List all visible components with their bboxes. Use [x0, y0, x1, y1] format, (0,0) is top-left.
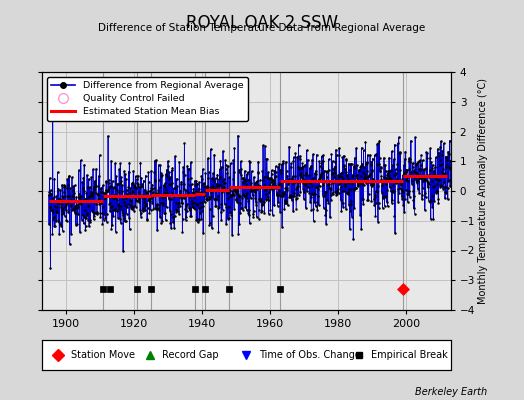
Text: Difference of Station Temperature Data from Regional Average: Difference of Station Temperature Data f… — [99, 23, 425, 33]
Legend: Difference from Regional Average, Quality Control Failed, Estimated Station Mean: Difference from Regional Average, Qualit… — [47, 77, 248, 121]
Text: ROYAL OAK 2 SSW: ROYAL OAK 2 SSW — [186, 14, 338, 32]
Text: Berkeley Earth: Berkeley Earth — [415, 387, 487, 397]
Y-axis label: Monthly Temperature Anomaly Difference (°C): Monthly Temperature Anomaly Difference (… — [478, 78, 488, 304]
Text: Record Gap: Record Gap — [162, 350, 219, 360]
Text: Empirical Break: Empirical Break — [371, 350, 447, 360]
Text: Time of Obs. Change: Time of Obs. Change — [258, 350, 361, 360]
Text: Station Move: Station Move — [71, 350, 135, 360]
